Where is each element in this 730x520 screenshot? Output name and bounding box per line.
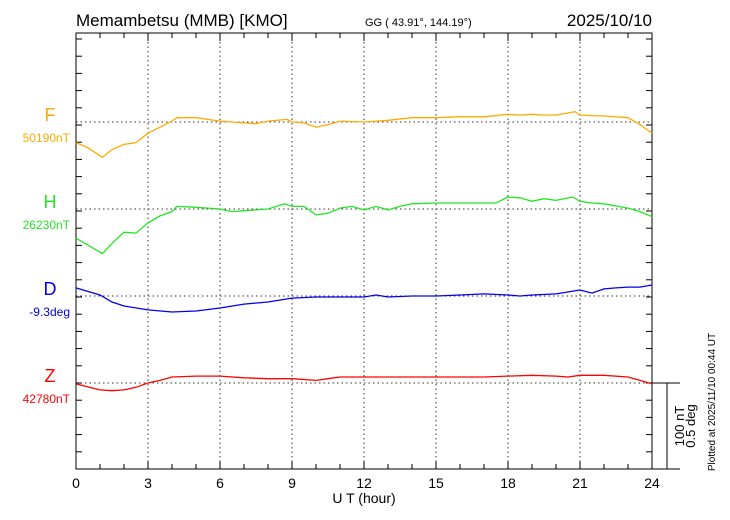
- grid: [76, 33, 652, 469]
- trace-z: [75, 374, 653, 392]
- scale-nt-label: 100 nT: [672, 406, 687, 447]
- station-title: Memambetsu (MMB) [KMO]: [76, 11, 288, 30]
- x-tick-label: 6: [216, 475, 224, 491]
- baseline-value-d: -9.3deg: [29, 305, 70, 319]
- component-label-f: F: [45, 105, 56, 125]
- x-tick-label: 24: [644, 475, 660, 491]
- trace-h: [75, 196, 653, 255]
- x-tick-label: 18: [500, 475, 516, 491]
- x-tick-label: 21: [572, 475, 588, 491]
- trace-f: [75, 111, 653, 159]
- x-tick-label: 3: [144, 475, 152, 491]
- trace-labels: F 50190nT H 26230nT D -9.3deg Z 42780nT: [23, 105, 71, 406]
- baseline-value-f: 50190nT: [23, 131, 71, 145]
- component-label-h: H: [44, 192, 57, 212]
- plot-frame: [75, 32, 653, 470]
- baseline-value-h: 26230nT: [23, 218, 71, 232]
- x-tick-label: 9: [288, 475, 296, 491]
- plotted-timestamp: Plotted at 2025/11/10 00:44 UT: [707, 333, 718, 471]
- x-tick-label: 0: [72, 475, 80, 491]
- axes: 0 3 6 9 12 15 18 21 24: [72, 32, 680, 491]
- traces: [75, 111, 653, 392]
- baseline-value-z: 42780nT: [23, 392, 71, 406]
- trace-d: [75, 284, 653, 313]
- scale-deg-label: 0.5 deg: [683, 404, 698, 447]
- x-tick-label: 15: [428, 475, 444, 491]
- coordinates: GG ( 43.91°, 144.19°): [365, 17, 472, 29]
- component-label-d: D: [44, 279, 57, 299]
- x-tick-label: 12: [356, 475, 372, 491]
- x-axis-label: U T (hour): [332, 490, 395, 506]
- component-label-z: Z: [45, 366, 56, 386]
- date: 2025/10/10: [567, 11, 652, 30]
